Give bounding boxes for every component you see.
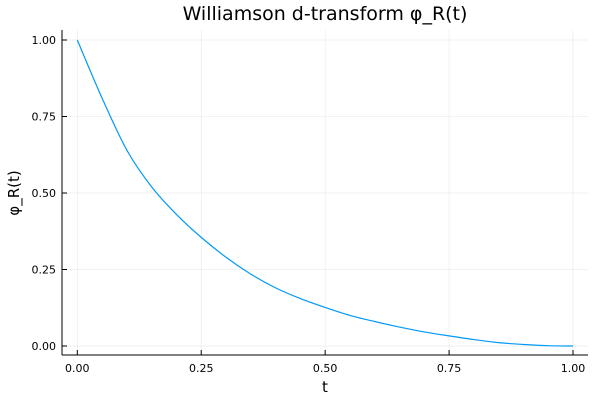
series-line bbox=[76, 39, 574, 347]
ticks: 0.00 0.25 0.50 0.75 1.00 0.00 0.25 0.50 0.75 1.00 bbox=[32, 34, 586, 375]
grid bbox=[62, 30, 588, 355]
y-tick-label: 0.00 bbox=[32, 340, 57, 353]
y-tick-label: 0.50 bbox=[32, 187, 57, 200]
x-tick-label: 0.75 bbox=[437, 362, 462, 375]
y-tick-label: 0.25 bbox=[32, 264, 57, 277]
y-tick-label: 1.00 bbox=[32, 34, 57, 47]
x-tick-label: 0.50 bbox=[313, 362, 338, 375]
chart-title: Williamson d-transform φ_R(t) bbox=[183, 3, 468, 25]
x-axis-label: t bbox=[322, 378, 328, 396]
y-axis-label: φ_R(t) bbox=[5, 170, 24, 215]
y-tick-label: 0.75 bbox=[32, 111, 57, 124]
x-tick-label: 0.00 bbox=[65, 362, 90, 375]
x-tick-label: 1.00 bbox=[561, 362, 586, 375]
x-tick-label: 0.25 bbox=[189, 362, 214, 375]
